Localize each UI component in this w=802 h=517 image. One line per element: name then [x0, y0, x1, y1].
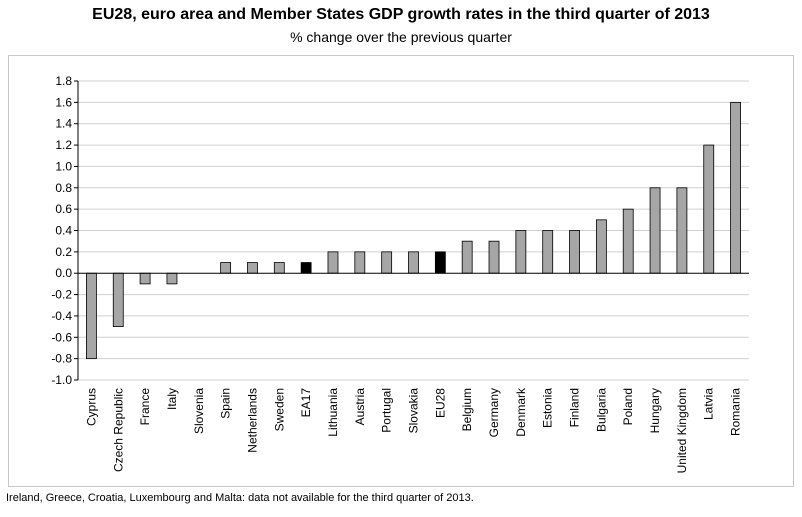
bar-czech-republic — [112, 272, 124, 328]
x-tick-label: EU28 — [433, 388, 447, 418]
bar-lithuania — [327, 251, 339, 274]
x-tick-label: EA17 — [299, 388, 313, 418]
x-tick-label: Hungary — [648, 388, 662, 433]
y-tick-label: 0.6 — [55, 202, 72, 216]
bar-ea17 — [300, 262, 312, 274]
bar-bulgaria — [595, 219, 607, 274]
y-tick-label: -0.8 — [51, 352, 72, 366]
bar-hungary — [649, 187, 661, 274]
x-tick-label: Finland — [568, 388, 582, 427]
y-tick-label: -0.2 — [51, 288, 72, 302]
x-tick-label: Italy — [165, 388, 179, 410]
y-tick-label: 0.8 — [55, 181, 72, 195]
x-tick-label: Denmark — [514, 387, 528, 437]
x-tick-label: Latvia — [702, 388, 716, 420]
x-tick-label: Lithuania — [326, 388, 340, 437]
x-tick-label: Sweden — [272, 388, 286, 431]
y-tick-label: 1.0 — [55, 159, 72, 173]
bar-portugal — [381, 251, 393, 274]
bar-spain — [220, 262, 232, 274]
x-tick-label: Cyprus — [84, 388, 98, 426]
y-tick-label: -0.4 — [51, 309, 72, 323]
bar-belgium — [461, 240, 473, 274]
bar-finland — [569, 230, 580, 274]
y-tick-label: 1.8 — [55, 74, 72, 88]
bar-italy — [166, 272, 178, 285]
y-tick-label: 1.6 — [55, 95, 72, 109]
x-tick-label: Slovakia — [407, 388, 421, 434]
bar-france — [139, 272, 151, 285]
bar-cyprus — [86, 272, 97, 360]
bar-romania — [730, 101, 741, 274]
bar-united-kingdom — [676, 187, 688, 274]
bar-poland — [622, 208, 634, 274]
x-tick-label: Austria — [353, 388, 367, 426]
x-tick-label: Netherlands — [245, 388, 259, 453]
chart-title: EU28, euro area and Member States GDP gr… — [92, 6, 710, 23]
bar-eu28 — [434, 251, 446, 274]
y-tick-label: 0.4 — [55, 224, 72, 238]
y-tick-label: -1.0 — [51, 373, 72, 387]
x-tick-label: Romania — [729, 388, 743, 436]
chart-frame — [8, 55, 794, 487]
bar-slovakia — [408, 251, 419, 274]
bar-denmark — [515, 230, 527, 274]
x-tick-label: Belgium — [460, 388, 474, 431]
bar-germany — [488, 240, 500, 274]
y-tick-label: 1.2 — [55, 138, 72, 152]
x-tick-label: United Kingdom — [675, 388, 689, 473]
chart-subtitle: % change over the previous quarter — [290, 29, 512, 45]
bar-sweden — [273, 262, 285, 274]
x-tick-label: France — [138, 388, 152, 426]
x-tick-label: Slovenia — [192, 388, 206, 434]
x-tick-label: Germany — [487, 388, 501, 437]
x-tick-label: Bulgaria — [594, 388, 608, 432]
y-tick-label: 1.4 — [55, 117, 72, 131]
bar-austria — [354, 251, 366, 274]
footnote: Ireland, Greece, Croatia, Luxembourg and… — [6, 492, 474, 504]
bar-latvia — [703, 144, 715, 274]
y-tick-label: -0.6 — [51, 330, 72, 344]
y-tick-label: 0.2 — [55, 245, 72, 259]
x-tick-label: Czech Republic — [111, 388, 125, 472]
bar-estonia — [542, 230, 554, 274]
bar-netherlands — [247, 262, 258, 274]
x-tick-label: Poland — [621, 388, 635, 425]
y-tick-label: 0.0 — [55, 266, 72, 280]
x-tick-label: Estonia — [541, 388, 555, 428]
x-tick-label: Spain — [219, 388, 233, 419]
x-tick-label: Portugal — [380, 388, 394, 433]
